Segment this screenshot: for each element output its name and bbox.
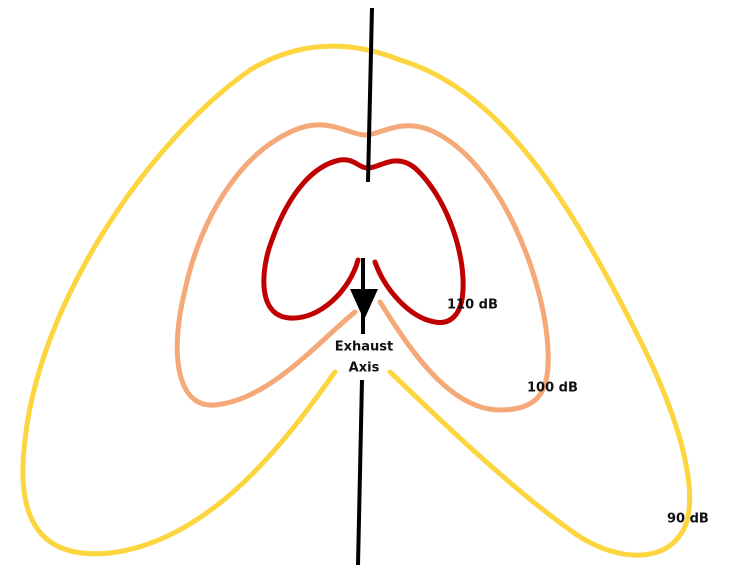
axis-line-top xyxy=(366,7,374,183)
contour-label: 110 dB xyxy=(447,298,498,313)
axis-line-bottom xyxy=(356,379,364,566)
axis-arrow xyxy=(350,289,378,320)
axis-label: Axis xyxy=(349,361,380,376)
contour-110db xyxy=(261,157,466,326)
contour-label: 90 dB xyxy=(667,512,709,527)
contour-100db xyxy=(174,122,551,413)
contour-90db xyxy=(20,43,693,558)
contour-label: 100 dB xyxy=(527,381,578,396)
axis-label: Exhaust xyxy=(335,340,394,355)
